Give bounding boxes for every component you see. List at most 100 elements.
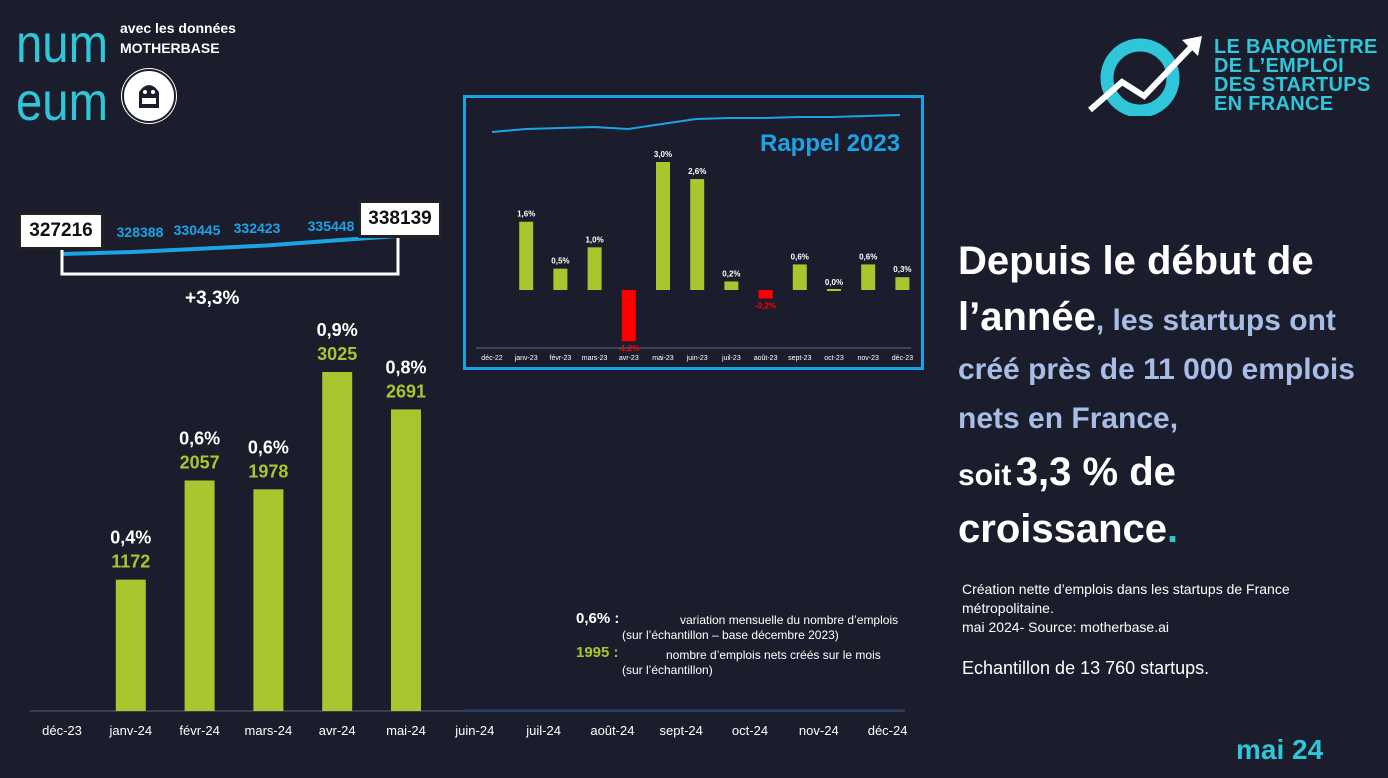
logo-line2: eum [16, 72, 108, 124]
inset-title: Rappel 2023 [760, 130, 901, 157]
inset-bar [621, 290, 636, 342]
cumulative-label: 335448 [308, 218, 355, 234]
inset-bar [758, 290, 773, 299]
inset-bar [656, 162, 670, 290]
cumulative-label: 330445 [174, 222, 221, 238]
inset-bar [690, 179, 705, 290]
inset-bar [553, 268, 568, 290]
caption-line2: mai 2024- Source: motherbase.ai [962, 619, 1169, 635]
bar-pct-label: 0,6% [248, 437, 289, 457]
headline-part2: l’année [958, 295, 1096, 339]
x-tick-label: oct-24 [732, 723, 768, 738]
inset-value-label: -1,2% [618, 344, 639, 353]
bar [115, 579, 146, 711]
x-tick-label: avr-24 [319, 723, 356, 738]
inset-bar [792, 264, 807, 290]
inset-tick-label: août-23 [754, 355, 778, 362]
inset-tick-label: janv-23 [514, 355, 538, 362]
inset-tick-label: oct-23 [824, 355, 844, 362]
inset-bar [827, 289, 841, 291]
data-source-line1: avec les données [120, 20, 236, 36]
inset-value-label: 0,6% [859, 252, 877, 261]
legend-pct-key: 0,6% : [576, 610, 620, 627]
growth-bracket [60, 238, 400, 276]
legend-pct-text: variation mensuelle du nombre d’emplois [680, 613, 899, 627]
bar [391, 409, 421, 711]
inset-bar [724, 281, 739, 290]
x-tick-label: déc-24 [868, 723, 908, 738]
end-total-box: 338139 [358, 200, 442, 238]
cumulative-line [61, 234, 399, 256]
x-tick-label: sept-24 [660, 723, 703, 738]
x-tick-label: nov-24 [799, 723, 839, 738]
bar [253, 489, 284, 711]
legend-num-key: 1995 : [576, 644, 619, 661]
headline-part1: Depuis le début de [958, 239, 1314, 283]
inset-value-label: 0,6% [791, 252, 809, 261]
inset-value-label: 3,0% [654, 150, 672, 159]
inset-value-label: 0,5% [551, 257, 569, 266]
x-tick-label: mars-24 [245, 723, 293, 738]
main-bar-chart: déc-23 janv-24 1172 0,4% févr-24 2057 0,6% mars… [30, 218, 908, 738]
x-tick-label: févr-24 [179, 723, 219, 738]
bar-value-label: 1978 [248, 461, 288, 481]
numeum-logo: num eum [16, 14, 112, 132]
inset-value-label: 1,0% [585, 235, 603, 244]
x-tick-label: déc-23 [42, 723, 82, 738]
inset-bar [587, 247, 602, 290]
cumulative-label: 328388 [117, 224, 164, 240]
bar-value-label: 2057 [180, 452, 220, 472]
barometre-line: DE L’EMPLOI [1214, 55, 1344, 77]
bar-pct-label: 0,8% [385, 357, 426, 377]
bar-pct-label: 0,9% [317, 320, 358, 340]
inset-tick-label: mars-23 [582, 355, 608, 362]
bar-value-label: 3025 [317, 344, 357, 364]
data-source-line2: MOTHERBASE [120, 40, 220, 56]
legend-pct-sub: (sur l’échantillon – base décembre 2023) [622, 628, 839, 642]
x-tick-label: juin-24 [454, 723, 494, 738]
inset-value-label: 0,0% [825, 278, 843, 287]
bar-pct-label: 0,4% [110, 528, 151, 548]
x-tick-label: juil-24 [525, 723, 561, 738]
inset-tick-label: juin-23 [686, 355, 708, 362]
headline-part5: 3,3 % de croissance [958, 450, 1176, 551]
chart-caption: Création nette d’emplois dans les startu… [962, 580, 1352, 637]
barometre-line: EN FRANCE [1214, 93, 1334, 115]
inset-tick-label: juil-23 [721, 355, 741, 362]
inset-tick-label: déc-23 [892, 355, 914, 362]
headline-part3: , les startups ont créé près de 11 000 e… [958, 304, 1355, 435]
bar-value-label: 2691 [386, 381, 426, 401]
barometre-line: DES STARTUPS [1214, 74, 1371, 96]
inset-bar [895, 277, 910, 290]
robot-mascot-icon [121, 68, 177, 124]
inset-tick-label: févr-23 [550, 355, 572, 362]
inset-tick-label: déc-22 [481, 355, 503, 362]
legend-num: 1995 : [576, 645, 619, 661]
report-month: mai 24 [1236, 734, 1324, 765]
logo-line1: num [16, 18, 108, 74]
inset-value-label: 0,2% [722, 269, 740, 278]
inset-tick-label: mai-23 [652, 355, 674, 362]
inset-bar [861, 264, 876, 290]
legend-num-sub: (sur l’échantillon) [622, 663, 713, 677]
inset-tick-label: sept-23 [788, 355, 811, 362]
bar-pct-label: 0,6% [179, 428, 220, 448]
inset-cumulative-line [491, 114, 901, 133]
inset-value-label: 2,6% [688, 167, 706, 176]
inset-tick-label: nov-23 [857, 355, 879, 362]
barometre-logo-icon [1086, 34, 1206, 121]
headline: Depuis le début de l’année, les startups… [958, 236, 1378, 562]
inset-value-label: 1,6% [517, 210, 535, 219]
inset-value-label: -0,2% [755, 302, 776, 311]
x-tick-label: mai-24 [386, 723, 426, 738]
legend-num-text: nombre d’emplois nets créés sur le mois [666, 648, 881, 662]
sample-size: Echantillon de 13 760 startups. [962, 658, 1210, 678]
x-tick-label: août-24 [590, 723, 634, 738]
barometre-line: LE BAROMÈTRE [1214, 36, 1378, 58]
caption-line1: Création nette d’emplois dans les startu… [962, 581, 1290, 616]
barometre-title: LE BAROMÈTRE DE L’EMPLOI DES STARTUPS EN… [1214, 36, 1378, 115]
bar [184, 480, 215, 711]
inset-bar [519, 221, 534, 290]
headline-part6: . [1167, 507, 1179, 551]
x-tick-label: janv-24 [108, 723, 152, 738]
